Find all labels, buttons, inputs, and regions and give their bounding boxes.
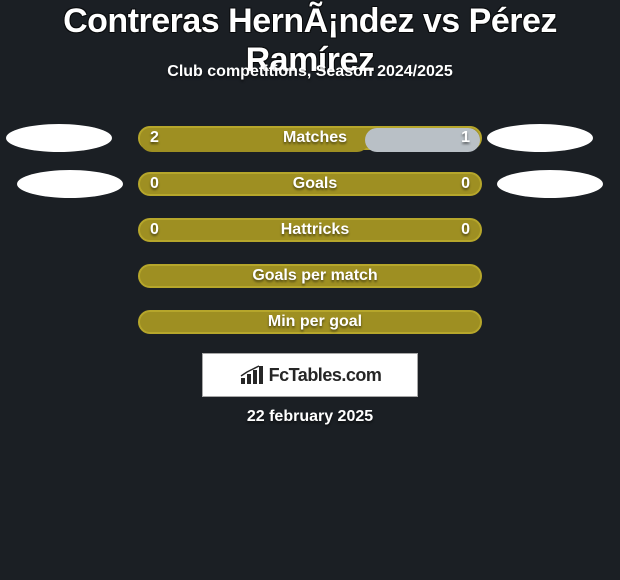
stat-row: 21Matches xyxy=(0,126,620,150)
comparison-card: Contreras HernÃ¡ndez vs Pérez Ramírez Cl… xyxy=(0,0,620,580)
stat-label: Matches xyxy=(138,126,492,150)
stat-row: Min per goal xyxy=(0,310,620,334)
source-logo-text: FcTables.com xyxy=(269,365,382,386)
stat-label: Goals per match xyxy=(138,264,492,288)
page-subtitle: Club competitions, Season 2024/2025 xyxy=(0,63,620,81)
stat-row: 00Goals xyxy=(0,172,620,196)
stat-row: 00Hattricks xyxy=(0,218,620,242)
bars-icon xyxy=(239,364,265,386)
stat-label: Min per goal xyxy=(138,310,492,334)
stat-label: Hattricks xyxy=(138,218,492,242)
stat-row: Goals per match xyxy=(0,264,620,288)
stat-label: Goals xyxy=(138,172,492,196)
date-label: 22 february 2025 xyxy=(0,408,620,426)
player-marker-right xyxy=(487,124,593,152)
source-logo-badge: FcTables.com xyxy=(202,353,418,397)
player-marker-right xyxy=(497,170,603,198)
player-marker-left xyxy=(6,124,112,152)
player-marker-left xyxy=(17,170,123,198)
